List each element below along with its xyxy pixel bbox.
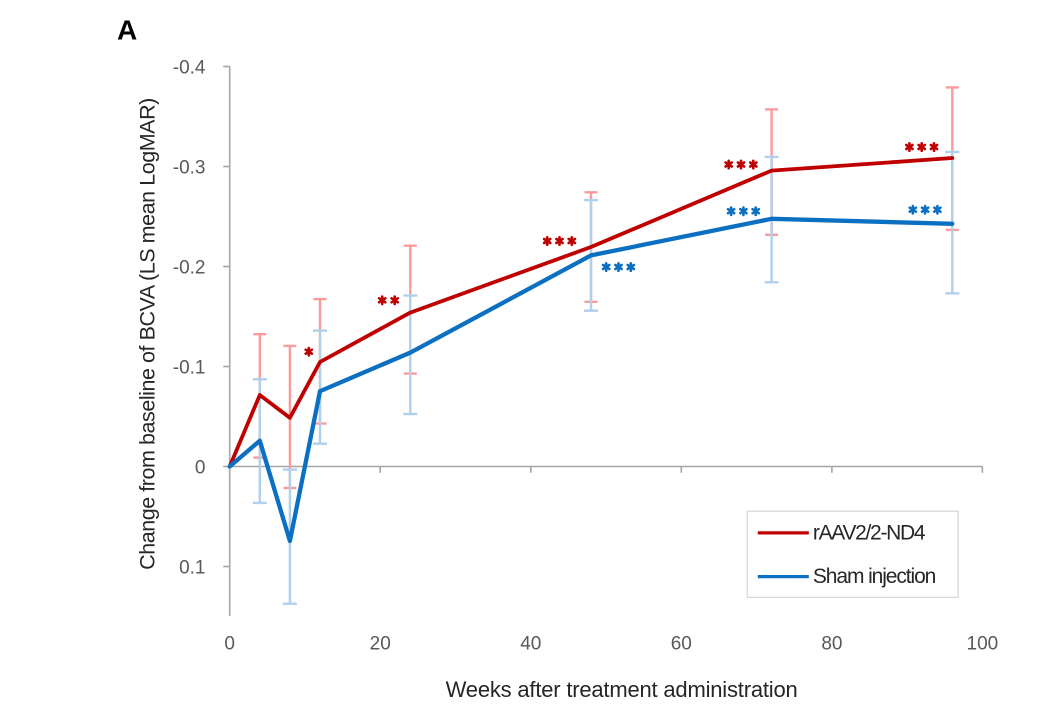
svg-text:100: 100 (967, 633, 999, 654)
svg-text:0: 0 (195, 457, 206, 478)
svg-text:0.1: 0.1 (179, 557, 205, 578)
svg-text:-0.4: -0.4 (173, 57, 206, 78)
svg-text:-0.3: -0.3 (173, 157, 206, 178)
svg-text:Sham injection: Sham injection (813, 565, 936, 588)
svg-text:Weeks after treatment administ: Weeks after treatment administration (446, 677, 798, 702)
svg-text:20: 20 (370, 633, 391, 654)
svg-text:Change from baseline of BCVA (: Change from baseline of BCVA (LS mean Lo… (135, 98, 159, 570)
svg-text:0: 0 (224, 633, 235, 654)
svg-text:-0.1: -0.1 (173, 357, 206, 378)
svg-text:40: 40 (520, 633, 541, 654)
svg-text:60: 60 (671, 633, 692, 654)
svg-text:-0.2: -0.2 (173, 257, 206, 278)
svg-text:rAAV2/2-ND4: rAAV2/2-ND4 (813, 522, 926, 545)
svg-text:80: 80 (821, 633, 842, 654)
svg-text:A: A (117, 14, 137, 45)
